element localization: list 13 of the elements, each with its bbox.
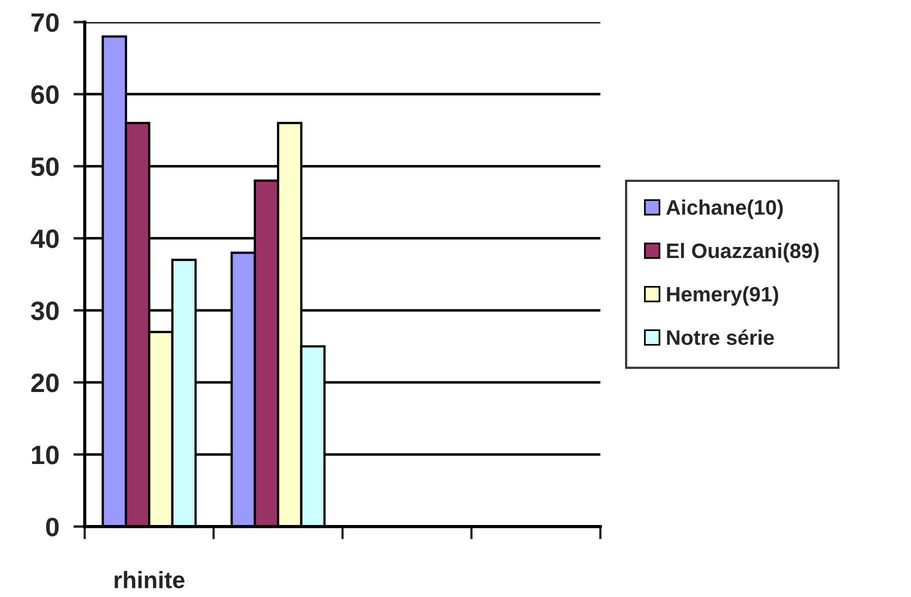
y-tick-label: 30 [30,301,59,320]
y-tick-label: 50 [31,157,59,176]
y-tick-label: 40 [30,229,59,248]
y-tick-label: 0 [46,518,59,536]
y-tick-label: 60 [31,85,59,104]
legend-label: El Ouazzani(89) [667,242,819,262]
y-tick-label: 20 [31,374,59,392]
y-tick-label: 10 [32,446,59,464]
y-tick-label: 70 [32,13,59,32]
legend-label: Hemery(91) [667,286,778,306]
legend-label: Aichane(10) [666,200,783,219]
legend-label: Notre série [667,329,774,345]
x-tick-label: rhinite [114,571,184,588]
